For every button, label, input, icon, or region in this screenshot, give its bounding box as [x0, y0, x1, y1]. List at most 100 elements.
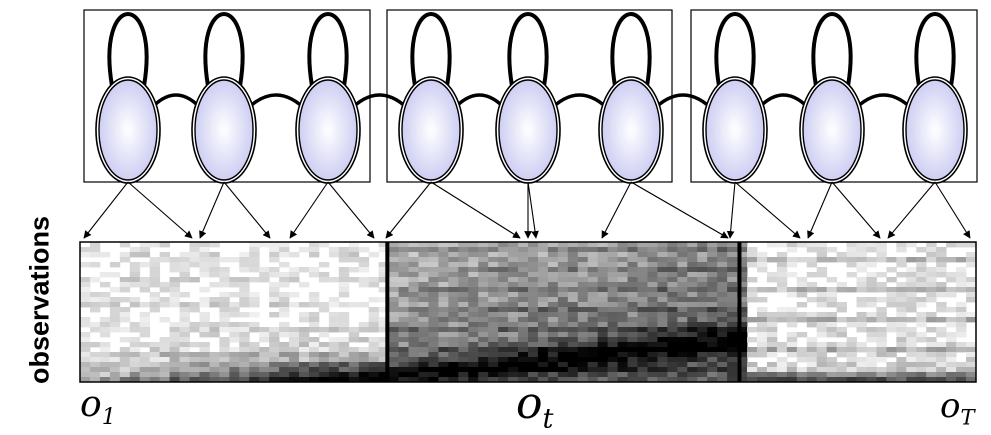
- spectrogram-cell: [139, 322, 151, 328]
- spectrogram-cell: [468, 342, 479, 348]
- spectrogram-cell: [597, 347, 609, 353]
- spectrogram-cell: [687, 262, 698, 268]
- spectrogram-cell: [249, 252, 260, 258]
- spectrogram-cell: [528, 292, 539, 298]
- spectrogram-cell: [89, 277, 101, 283]
- spectrogram-cell: [617, 337, 628, 343]
- spectrogram-cell: [856, 322, 867, 328]
- spectrogram-cell: [786, 272, 798, 278]
- spectrogram-cell: [577, 322, 589, 328]
- spectrogram-cell: [627, 282, 638, 288]
- spectrogram-cell: [139, 342, 151, 348]
- spectrogram-cell: [508, 377, 519, 383]
- spectrogram-cell: [80, 342, 91, 348]
- spectrogram-cell: [299, 327, 310, 333]
- spectrogram-cell: [488, 282, 499, 288]
- spectrogram-cell: [129, 372, 141, 378]
- spectrogram-cell: [926, 317, 937, 323]
- spectrogram-cell: [717, 307, 728, 313]
- spectrogram-cell: [936, 267, 947, 273]
- spectrogram-cell: [547, 252, 559, 258]
- spectrogram-cell: [498, 312, 509, 318]
- spectrogram-cell: [637, 312, 648, 318]
- spectrogram-cell: [577, 317, 589, 323]
- spectrogram-cell: [926, 352, 937, 358]
- spectrogram-cell: [587, 362, 599, 368]
- spectrogram-cell: [756, 267, 768, 273]
- spectrogram-cell: [89, 367, 101, 373]
- spectrogram-cell: [876, 342, 887, 348]
- spectrogram-cell: [627, 367, 638, 373]
- spectrogram-cell: [169, 372, 180, 378]
- spectrogram-cell: [338, 372, 350, 378]
- spectrogram-cell: [109, 297, 121, 303]
- spectrogram-cell: [279, 277, 290, 283]
- spectrogram-cell: [488, 257, 499, 263]
- spectrogram-cell: [886, 277, 897, 283]
- spectrogram-cell: [826, 372, 838, 378]
- spectrogram-cell: [338, 317, 350, 323]
- spectrogram-cell: [518, 362, 529, 368]
- spectrogram-cell: [388, 327, 399, 333]
- spectrogram-cell: [239, 352, 250, 358]
- spectrogram-cell: [896, 377, 907, 383]
- spectrogram-cell: [737, 377, 748, 383]
- spectrogram-cell: [667, 287, 678, 293]
- spectrogram-cell: [219, 282, 230, 288]
- spectrogram-cell: [518, 307, 529, 313]
- spectrogram-cell: [727, 257, 738, 263]
- spectrogram-cell: [348, 377, 360, 383]
- spectrogram-cell: [328, 377, 340, 383]
- spectrogram-cell: [159, 342, 170, 348]
- spectrogram-cell: [388, 312, 399, 318]
- spectrogram-cell: [806, 272, 818, 278]
- spectrogram-cell: [179, 327, 190, 333]
- spectrogram-cell: [657, 317, 668, 323]
- spectrogram-cell: [358, 357, 370, 363]
- spectrogram-cell: [80, 322, 91, 328]
- spectrogram-cell: [149, 372, 161, 378]
- spectrogram-cell: [587, 297, 599, 303]
- spectrogram-cell: [886, 372, 897, 378]
- spectrogram-cell: [239, 287, 250, 293]
- spectrogram-cell: [488, 252, 499, 258]
- spectrogram-cell: [149, 297, 161, 303]
- spectrogram-cell: [856, 367, 867, 373]
- spectrogram-cell: [856, 242, 867, 248]
- spectrogram-cell: [159, 347, 170, 353]
- spectrogram-cell: [408, 377, 419, 383]
- spectrogram-cell: [528, 247, 539, 253]
- spectrogram-cell: [458, 242, 469, 248]
- spectrogram-cell: [508, 277, 519, 283]
- spectrogram-cell: [169, 352, 180, 358]
- spectrogram-cell: [199, 262, 210, 268]
- spectrogram-cell: [956, 362, 967, 368]
- spectrogram-cell: [149, 352, 161, 358]
- spectrogram-cell: [936, 307, 947, 313]
- spectrogram-cell: [328, 317, 340, 323]
- spectrogram-cell: [657, 282, 668, 288]
- spectrogram-cell: [866, 347, 877, 353]
- spectrogram-cell: [577, 312, 589, 318]
- spectrogram-cell: [717, 257, 728, 263]
- spectrogram-cell: [687, 342, 698, 348]
- spectrogram-cell: [279, 332, 290, 338]
- spectrogram-cell: [826, 322, 838, 328]
- spectrogram-cell: [498, 347, 509, 353]
- spectrogram-cell: [926, 372, 937, 378]
- spectrogram-cell: [99, 332, 111, 338]
- spectrogram-cell: [687, 297, 698, 303]
- spectrogram-cell: [677, 322, 688, 328]
- spectrogram-cell: [528, 342, 539, 348]
- spectrogram-cell: [786, 362, 798, 368]
- spectrogram-cell: [677, 352, 688, 358]
- spectrogram-cell: [866, 247, 877, 253]
- spectrogram-cell: [219, 257, 230, 263]
- spectrogram-cell: [229, 372, 240, 378]
- spectrogram-cell: [756, 312, 768, 318]
- spectrogram-cell: [478, 277, 489, 283]
- spectrogram-cell: [647, 322, 658, 328]
- spectrogram-cell: [936, 272, 947, 278]
- spectrogram-cell: [647, 367, 658, 373]
- spectrogram-cell: [189, 342, 200, 348]
